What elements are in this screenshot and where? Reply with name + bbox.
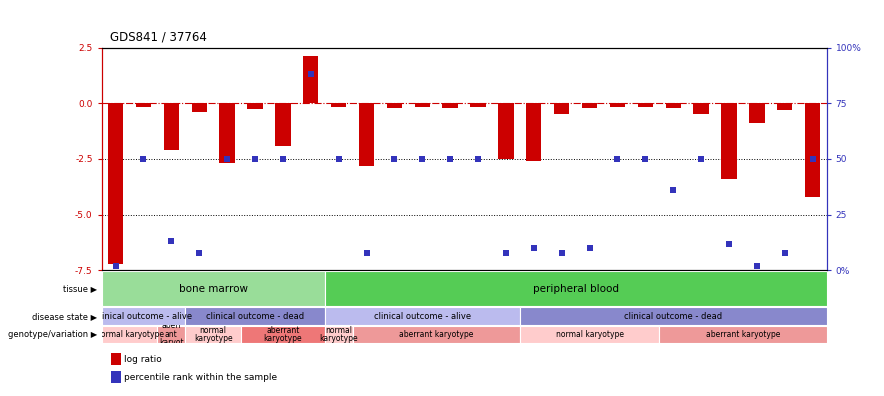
Point	[304, 71, 318, 78]
Bar	[331, 103, 347, 107]
Point	[136, 156, 150, 162]
Point	[778, 249, 792, 256]
Text: log ratio: log ratio	[124, 355, 162, 364]
Bar	[275, 103, 291, 146]
Text: normal karyotype: normal karyotype	[555, 330, 623, 339]
Bar	[102, 307, 186, 325]
Text: aberrant karyotype: aberrant karyotype	[399, 330, 474, 339]
Point	[694, 156, 708, 162]
Bar	[324, 326, 353, 343]
Text: disease state ▶: disease state ▶	[32, 312, 97, 320]
Point	[220, 156, 234, 162]
Bar	[659, 326, 827, 343]
Bar	[693, 103, 709, 114]
Text: percentile rank within the sample: percentile rank within the sample	[124, 373, 277, 382]
Point	[387, 156, 401, 162]
Bar	[353, 326, 520, 343]
Point	[583, 245, 597, 251]
Bar	[192, 103, 207, 112]
Text: clinical outcome - dead: clinical outcome - dead	[624, 312, 722, 320]
Bar	[241, 326, 324, 343]
Text: peripheral blood: peripheral blood	[533, 284, 619, 294]
Point	[527, 245, 541, 251]
Text: aberrant karyotype: aberrant karyotype	[705, 330, 780, 339]
Bar	[443, 103, 458, 108]
Bar	[520, 326, 659, 343]
Point	[192, 249, 206, 256]
Bar	[637, 103, 653, 107]
Bar	[777, 103, 792, 110]
Point	[471, 156, 485, 162]
Bar	[324, 271, 827, 306]
Point	[722, 240, 736, 247]
Text: normal
karyotype: normal karyotype	[194, 326, 232, 343]
Point	[109, 263, 123, 269]
Bar	[520, 307, 827, 325]
Point	[499, 249, 513, 256]
Bar	[186, 326, 241, 343]
Text: GDS841 / 37764: GDS841 / 37764	[110, 30, 208, 44]
Bar	[666, 103, 681, 108]
Text: clinical outcome - alive: clinical outcome - alive	[95, 312, 192, 320]
Bar	[359, 103, 374, 166]
Point	[443, 156, 457, 162]
Point	[638, 156, 652, 162]
Bar	[470, 103, 485, 107]
Text: tissue ▶: tissue ▶	[63, 284, 97, 293]
Bar	[164, 103, 179, 150]
Bar	[303, 57, 318, 103]
Bar	[554, 103, 569, 114]
Point	[164, 238, 179, 245]
Point	[750, 263, 764, 269]
Point	[667, 187, 681, 193]
Point	[610, 156, 624, 162]
Bar	[721, 103, 736, 179]
Bar	[186, 307, 324, 325]
Bar	[102, 326, 157, 343]
Bar	[219, 103, 235, 164]
Point	[415, 156, 430, 162]
Bar	[582, 103, 598, 108]
Text: clinical outcome - dead: clinical outcome - dead	[206, 312, 304, 320]
Bar	[526, 103, 542, 161]
Point	[805, 156, 819, 162]
Bar	[805, 103, 820, 197]
Point	[360, 249, 374, 256]
Bar	[136, 103, 151, 107]
Bar	[102, 271, 324, 306]
Bar	[499, 103, 514, 159]
Point	[248, 156, 262, 162]
Bar	[386, 103, 402, 108]
Text: aberrant
karyotype: aberrant karyotype	[263, 326, 302, 343]
Bar	[248, 103, 263, 109]
Text: normal karyotype: normal karyotype	[95, 330, 164, 339]
Bar	[610, 103, 625, 107]
Point	[276, 156, 290, 162]
Text: bone marrow: bone marrow	[179, 284, 248, 294]
Bar	[157, 326, 186, 343]
Point	[554, 249, 568, 256]
Text: normal
karyotype: normal karyotype	[319, 326, 358, 343]
Bar	[415, 103, 430, 107]
Bar	[108, 103, 123, 264]
Text: genotype/variation ▶: genotype/variation ▶	[8, 330, 97, 339]
Bar	[324, 307, 520, 325]
Text: aberr
ant
karyot: aberr ant karyot	[159, 322, 184, 347]
Text: clinical outcome - alive: clinical outcome - alive	[374, 312, 471, 320]
Point	[332, 156, 346, 162]
Bar	[749, 103, 765, 123]
